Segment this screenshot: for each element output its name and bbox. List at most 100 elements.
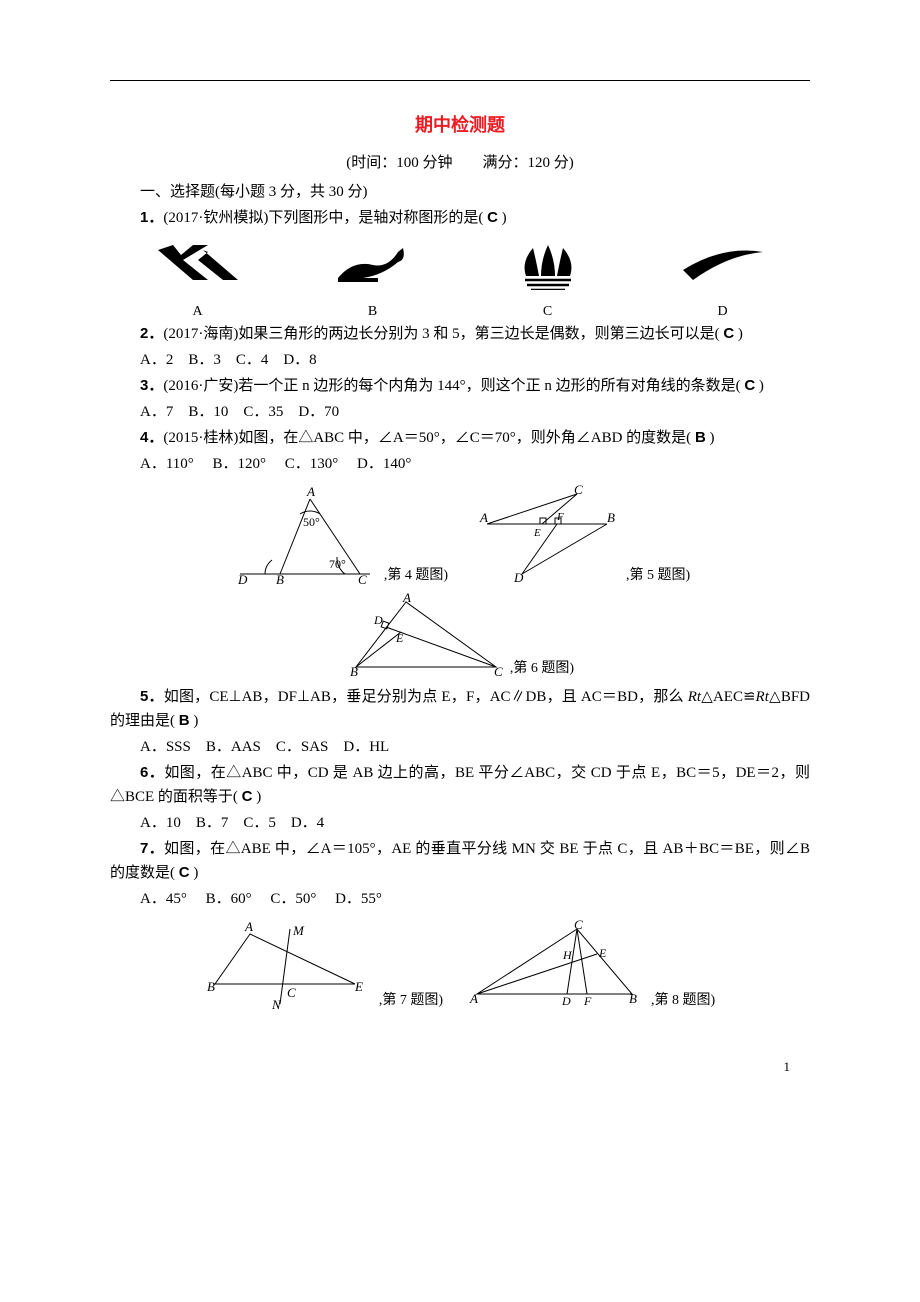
- fig6-D: D: [373, 613, 383, 627]
- q7-ans: C: [179, 864, 190, 881]
- fig4-svg: A 50° 70° D B C: [230, 484, 380, 584]
- logo-d: [643, 240, 803, 290]
- q1: 1．(2017·钦州模拟)下列图形中，是轴对称图形的是( C ): [110, 206, 810, 230]
- fig8: C E H A D F B ,第 8 题图): [467, 919, 715, 1009]
- q2-num: 2．: [140, 325, 163, 342]
- fig8-cap: ,第 8 题图): [651, 989, 715, 1009]
- fig7-A: A: [244, 919, 253, 934]
- fig5-A: A: [479, 510, 488, 525]
- fig4-A: A: [306, 484, 315, 499]
- logo-row: [110, 240, 810, 290]
- fig7-cap: ,第 7 题图): [379, 989, 443, 1009]
- fig7-M: M: [292, 923, 305, 938]
- fig5-svg: C A B F E D: [472, 484, 622, 584]
- q7-text: 如图，在△ABE 中，∠A＝105°，AE 的垂直平分线 MN 交 BE 于点 …: [110, 841, 810, 881]
- q2-opts: A．2 B．3 C．4 D．8: [110, 348, 810, 372]
- fig-row-7-8: A M B C E N ,第 7 题图) C E H A D F B: [110, 919, 810, 1009]
- q5-num: 5．: [140, 688, 164, 705]
- exam-title: 期中检测题: [110, 111, 810, 137]
- q7-num: 7．: [140, 840, 164, 857]
- logo-labels: A B C D: [110, 300, 810, 320]
- q4-opts: A．110° B．120° C．130° D．140°: [110, 452, 810, 476]
- page-number: 1: [110, 1059, 810, 1075]
- exam-subtitle: (时间：100 分钟 满分：120 分): [110, 151, 810, 172]
- fig7-B: B: [207, 979, 215, 994]
- q7-close: ): [190, 865, 199, 881]
- q5-text-b: △AEC≌: [701, 689, 756, 705]
- fig5-B: B: [607, 510, 615, 525]
- fig8-svg: C E H A D F B: [467, 919, 647, 1009]
- q4: 4．(2015·桂林)如图，在△ABC 中，∠A＝50°，∠C＝70°，则外角∠…: [110, 426, 810, 450]
- fig7: A M B C E N ,第 7 题图): [205, 919, 443, 1009]
- logo-b: [293, 240, 453, 290]
- q5-rt2: Rt: [756, 689, 769, 705]
- fig8-B: B: [629, 991, 637, 1006]
- fig5-D: D: [513, 570, 524, 584]
- q6-ans: C: [242, 788, 253, 805]
- fig8-H: H: [562, 948, 573, 962]
- fig7-E: E: [354, 979, 363, 994]
- label-d: D: [643, 304, 803, 320]
- fig8-F: F: [583, 994, 592, 1008]
- q3-num: 3．: [140, 377, 163, 394]
- q5-close: ): [190, 713, 199, 729]
- fig6-svg: A D E B C: [346, 592, 506, 677]
- q6-opts: A．10 B．7 C．5 D．4: [110, 811, 810, 835]
- fig4-70: 70°: [329, 557, 346, 571]
- q2-close: ): [734, 326, 743, 342]
- fig7-C: C: [287, 985, 296, 1000]
- label-a: A: [118, 304, 278, 320]
- q5-rt1: Rt: [688, 689, 701, 705]
- logo-a: [118, 240, 278, 290]
- fig8-A: A: [469, 991, 478, 1006]
- fig4-C: C: [358, 572, 367, 584]
- q6: 6．如图，在△ABC 中，CD 是 AB 边上的高，BE 平分∠ABC，交 CD…: [110, 761, 810, 809]
- fig5-F: F: [556, 511, 564, 523]
- q5-ans: B: [179, 712, 190, 729]
- q1-num: 1．: [140, 209, 163, 226]
- fig6-A: A: [402, 592, 411, 605]
- q7-opts: A．45° B．60° C．50° D．55°: [110, 887, 810, 911]
- fig4: A 50° 70° D B C ,第 4 题图): [230, 484, 448, 584]
- fig4-B: B: [276, 572, 284, 584]
- fig7-svg: A M B C E N: [205, 919, 375, 1009]
- lining-icon: [678, 240, 768, 290]
- q1-close: ): [498, 210, 507, 226]
- label-c: C: [468, 304, 628, 320]
- q4-close: ): [706, 430, 715, 446]
- fig8-D: D: [561, 994, 571, 1008]
- xtep-icon: [153, 240, 243, 290]
- q6-close: ): [253, 789, 262, 805]
- q7: 7．如图，在△ABE 中，∠A＝105°，AE 的垂直平分线 MN 交 BE 于…: [110, 837, 810, 885]
- q1-ans: C: [487, 209, 498, 226]
- fig-row-4-5: A 50° 70° D B C ,第 4 题图) C A B F: [110, 484, 810, 584]
- q3-opts: A．7 B．10 C．35 D．70: [110, 400, 810, 424]
- logo-c: [468, 240, 628, 290]
- fig8-C: C: [574, 919, 583, 932]
- fig5: C A B F E D ,第 5 题图): [472, 484, 690, 584]
- fig4-D: D: [237, 572, 248, 584]
- fig6-cap: ,第 6 题图): [510, 657, 574, 677]
- q5-text-a: 如图，CE⊥AB，DF⊥AB，垂足分别为点 E，F，AC∥DB，且 AC＝BD，…: [164, 689, 688, 705]
- fig6-B: B: [350, 664, 358, 677]
- fig4-cap: ,第 4 题图): [384, 564, 448, 584]
- q3-ans: C: [744, 377, 755, 394]
- fig5-E: E: [533, 527, 541, 539]
- page: 期中检测题 (时间：100 分钟 满分：120 分) 一、选择题(每小题 3 分…: [0, 0, 920, 1115]
- q4-num: 4．: [140, 429, 163, 446]
- q4-ans: B: [695, 429, 706, 446]
- fig4-50: 50°: [303, 515, 320, 529]
- q6-num: 6．: [140, 764, 164, 781]
- puma-icon: [328, 240, 418, 290]
- label-b: B: [293, 304, 453, 320]
- q3: 3．(2016·广安)若一个正 n 边形的每个内角为 144°，则这个正 n 边…: [110, 374, 810, 398]
- top-rule: [110, 80, 810, 81]
- fig6-E: E: [395, 631, 404, 645]
- q1-text: (2017·钦州模拟)下列图形中，是轴对称图形的是(: [163, 210, 487, 226]
- q2: 2．(2017·海南)如果三角形的两边长分别为 3 和 5，第三边长是偶数，则第…: [110, 322, 810, 346]
- fig5-C: C: [574, 484, 583, 497]
- q2-text: (2017·海南)如果三角形的两边长分别为 3 和 5，第三边长是偶数，则第三边…: [163, 326, 723, 342]
- section-heading: 一、选择题(每小题 3 分，共 30 分): [110, 180, 810, 204]
- adidas-icon: [503, 240, 593, 290]
- q6-text: 如图，在△ABC 中，CD 是 AB 边上的高，BE 平分∠ABC，交 CD 于…: [110, 765, 810, 805]
